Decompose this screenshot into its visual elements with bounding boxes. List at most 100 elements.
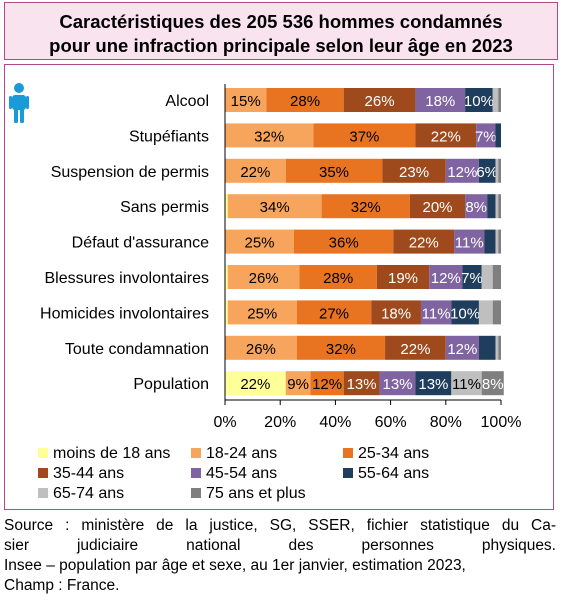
legend-swatch-18-24-ans: [191, 448, 201, 458]
bar-segment-toute-condamnation-65-74-ans: [495, 335, 499, 360]
data-label-stupefiants-18-24-ans: 32%: [254, 128, 284, 145]
data-label-sans-permis-25-34-ans: 32%: [351, 199, 381, 216]
bar-segment-blessures-involontaires-18-24-ans: [227, 265, 300, 289]
bar-segment-toute-condamnation-75-ans-et-plus: [498, 335, 501, 360]
x-tick-label-2: 40%: [319, 414, 351, 431]
bar-segment-stupefiants-25-34-ans: [313, 123, 416, 148]
category-label-stupefiants: Stupéfiants: [129, 128, 209, 145]
bar-segment-homicides-involontaires-45-54-ans: [420, 300, 452, 325]
legend-label-18-24-ans: 18-24 ans: [206, 445, 277, 462]
bar-segment-sans-permis-moins-de-18-ans: [225, 194, 228, 219]
data-label-alcool-18-24-ans: 15%: [231, 93, 261, 110]
bar-segment-suspension-de-permis-45-54-ans: [445, 158, 479, 183]
data-label-suspension-de-permis-18-24-ans: 22%: [240, 164, 270, 181]
data-label-toute-condamnation-35-44-ans: 22%: [400, 341, 430, 358]
bar-segment-sans-permis-55-64-ans: [487, 194, 496, 219]
bar-segment-population-55-64-ans: [415, 371, 452, 396]
legend-label-65-74-ans: 65-74 ans: [53, 485, 124, 502]
data-label-homicides-involontaires-35-44-ans: 18%: [381, 305, 411, 322]
data-label-homicides-involontaires-55-64-ans: 10%: [450, 305, 480, 322]
bar-segment-homicides-involontaires-65-74-ans: [478, 300, 493, 325]
bar-segment-alcool-65-74-ans: [492, 88, 499, 112]
legend-swatch-25-34-ans: [343, 448, 353, 458]
legend-label-45-54-ans: 45-54 ans: [206, 465, 277, 482]
data-label-alcool-55-64-ans: 10%: [464, 93, 494, 110]
x-tick-label-5: 100%: [481, 414, 522, 431]
bar-segment-blessures-involontaires-25-34-ans: [299, 265, 377, 289]
bar-segment-population-75-ans-et-plus: [481, 371, 504, 396]
bar-segment-population-18-24-ans: [285, 371, 311, 396]
data-label-suspension-de-permis-45-54-ans: 12%: [447, 164, 477, 181]
bar-segment-homicides-involontaires-35-44-ans: [371, 300, 421, 325]
legend-label-35-44-ans: 35-44 ans: [53, 465, 124, 482]
bar-segment-stupefiants-18-24-ans: [225, 123, 314, 148]
data-label-alcool-35-44-ans: 26%: [365, 93, 395, 110]
bar-segment-population-moins-de-18-ans: [225, 371, 286, 396]
data-label-toute-condamnation-45-54-ans: 12%: [447, 341, 477, 358]
bar-segment-toute-condamnation-45-54-ans: [445, 335, 479, 360]
data-label-population-18-24-ans: 9%: [287, 376, 309, 393]
category-label-sans-permis: Sans permis: [120, 199, 209, 216]
data-label-toute-condamnation-18-24-ans: 26%: [246, 341, 276, 358]
bar-segment-defaut-d-assurance-65-74-ans: [495, 229, 499, 254]
bar-segment-population-35-44-ans: [343, 371, 380, 396]
data-label-population-25-34-ans: 12%: [312, 376, 342, 393]
category-label-toute-condamnation: Toute condamnation: [65, 341, 209, 358]
source-line3: Insee – population par âge et sexe, au 1…: [4, 557, 466, 574]
bar-segment-defaut-d-assurance-55-64-ans: [484, 229, 496, 254]
data-label-population-55-64-ans: 13%: [418, 376, 448, 393]
data-label-toute-condamnation-25-34-ans: 32%: [326, 341, 356, 358]
bar-segment-defaut-d-assurance-25-34-ans: [294, 229, 394, 254]
man-icon: [9, 83, 29, 123]
bar-segment-defaut-d-assurance-75-ans-et-plus: [498, 229, 501, 254]
bar-segment-blessures-involontaires-35-44-ans: [376, 265, 430, 289]
bar-segment-sans-permis-18-24-ans: [227, 194, 322, 219]
category-label-population: Population: [133, 376, 209, 393]
category-label-blessures-involontaires: Blessures involontaires: [44, 270, 209, 287]
bar-segment-defaut-d-assurance-18-24-ans: [225, 229, 294, 254]
bar-segment-toute-condamnation-35-44-ans: [385, 335, 446, 360]
bar-segment-homicides-involontaires-55-64-ans: [451, 300, 479, 325]
x-tick-label-4: 80%: [430, 414, 462, 431]
data-label-defaut-d-assurance-45-54-ans: 11%: [455, 235, 484, 252]
data-label-stupefiants-35-44-ans: 22%: [431, 128, 461, 145]
chart-title-box: Caractéristiques des 205 536 hommes cond…: [4, 2, 558, 60]
data-label-homicides-involontaires-18-24-ans: 25%: [247, 305, 277, 322]
data-label-suspension-de-permis-25-34-ans: 35%: [319, 164, 349, 181]
category-label-homicides-involontaires: Homicides involontaires: [40, 305, 209, 322]
legend-swatch-35-44-ans: [38, 468, 48, 478]
category-label-suspension-de-permis: Suspension de permis: [51, 164, 209, 181]
data-label-population-35-44-ans: 13%: [347, 376, 377, 393]
bar-segment-suspension-de-permis-25-34-ans: [285, 158, 383, 183]
data-label-sans-permis-45-54-ans: 8%: [465, 199, 487, 216]
legend-swatch-65-74-ans: [38, 488, 48, 498]
bar-segment-population-65-74-ans: [451, 371, 482, 396]
bar-segment-defaut-d-assurance-35-44-ans: [393, 229, 455, 254]
bar-segment-toute-condamnation-55-64-ans: [478, 335, 496, 360]
chart-title-line1: Caractéristiques des 205 536 hommes cond…: [59, 11, 503, 32]
data-label-blessures-involontaires-18-24-ans: 26%: [249, 270, 279, 287]
data-label-stupefiants-25-34-ans: 37%: [349, 128, 379, 145]
bar-segment-suspension-de-permis-55-64-ans: [478, 158, 496, 183]
data-label-population-75-ans-et-plus: 8%: [482, 376, 504, 393]
legend-swatch-75-ans-et-plus: [191, 488, 201, 498]
data-label-sans-permis-18-24-ans: 34%: [260, 199, 290, 216]
data-label-suspension-de-permis-55-64-ans: 6%: [476, 164, 498, 181]
bar-segment-blessures-involontaires-moins-de-18-ans: [225, 265, 228, 289]
bar-segment-alcool-75-ans-et-plus: [498, 88, 501, 112]
data-label-defaut-d-assurance-18-24-ans: 25%: [244, 235, 274, 252]
data-label-homicides-involontaires-25-34-ans: 27%: [319, 305, 349, 322]
data-label-blessures-involontaires-35-44-ans: 19%: [388, 270, 418, 287]
data-label-defaut-d-assurance-35-44-ans: 22%: [409, 235, 439, 252]
category-label-defaut-d-assurance: Défaut d'assurance: [72, 235, 209, 252]
legend-label-moins-de-18-ans: moins de 18 ans: [53, 445, 170, 462]
source-line1: Source : ministère de la justice, SG, SS…: [4, 517, 556, 534]
bar-segment-population-45-54-ans: [379, 371, 416, 396]
data-label-defaut-d-assurance-25-34-ans: 36%: [329, 235, 359, 252]
source-line2: sier judiciaire national des personnes p…: [4, 537, 556, 554]
bar-segment-stupefiants-45-54-ans: [476, 123, 496, 148]
bar-segment-suspension-de-permis-35-44-ans: [382, 158, 446, 183]
category-label-alcool: Alcool: [165, 93, 209, 110]
bar-segment-defaut-d-assurance-45-54-ans: [454, 229, 485, 254]
